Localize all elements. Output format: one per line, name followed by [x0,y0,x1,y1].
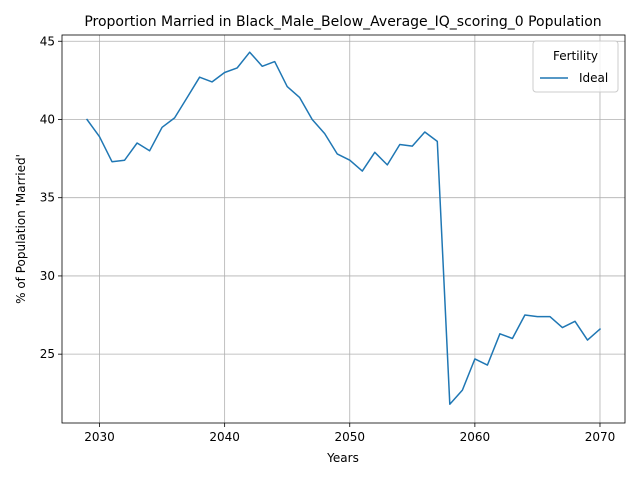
y-axis-label: % of Population 'Married' [14,154,28,304]
y-tick-label: 35 [40,191,55,205]
x-axis-label: Years [326,451,359,465]
series-layer [85,51,602,405]
y-tick-label: 25 [40,347,55,361]
legend-box [532,40,619,93]
x-tick-label: 2060 [460,430,491,444]
x-tick-label: 2070 [585,430,616,444]
y-tick-label: 45 [40,34,55,48]
x-tick-label: 2040 [209,430,240,444]
legend: Fertility Ideal [532,40,619,93]
y-axis: 25 30 35 40 45 [40,34,62,361]
x-axis: 2030 2040 2050 2060 2070 [84,423,615,444]
plot-frame [61,34,626,424]
x-tick-label: 2050 [334,430,365,444]
grid-lines [62,35,625,423]
x-tick-label: 2030 [84,430,115,444]
y-tick-label: 40 [40,112,55,126]
y-tick-label: 30 [40,269,55,283]
series-line-ideal [85,51,602,405]
legend-title: Fertility [553,49,598,63]
chart-title: Proportion Married in Black_Male_Below_A… [84,14,601,30]
legend-label-ideal: Ideal [579,71,608,85]
